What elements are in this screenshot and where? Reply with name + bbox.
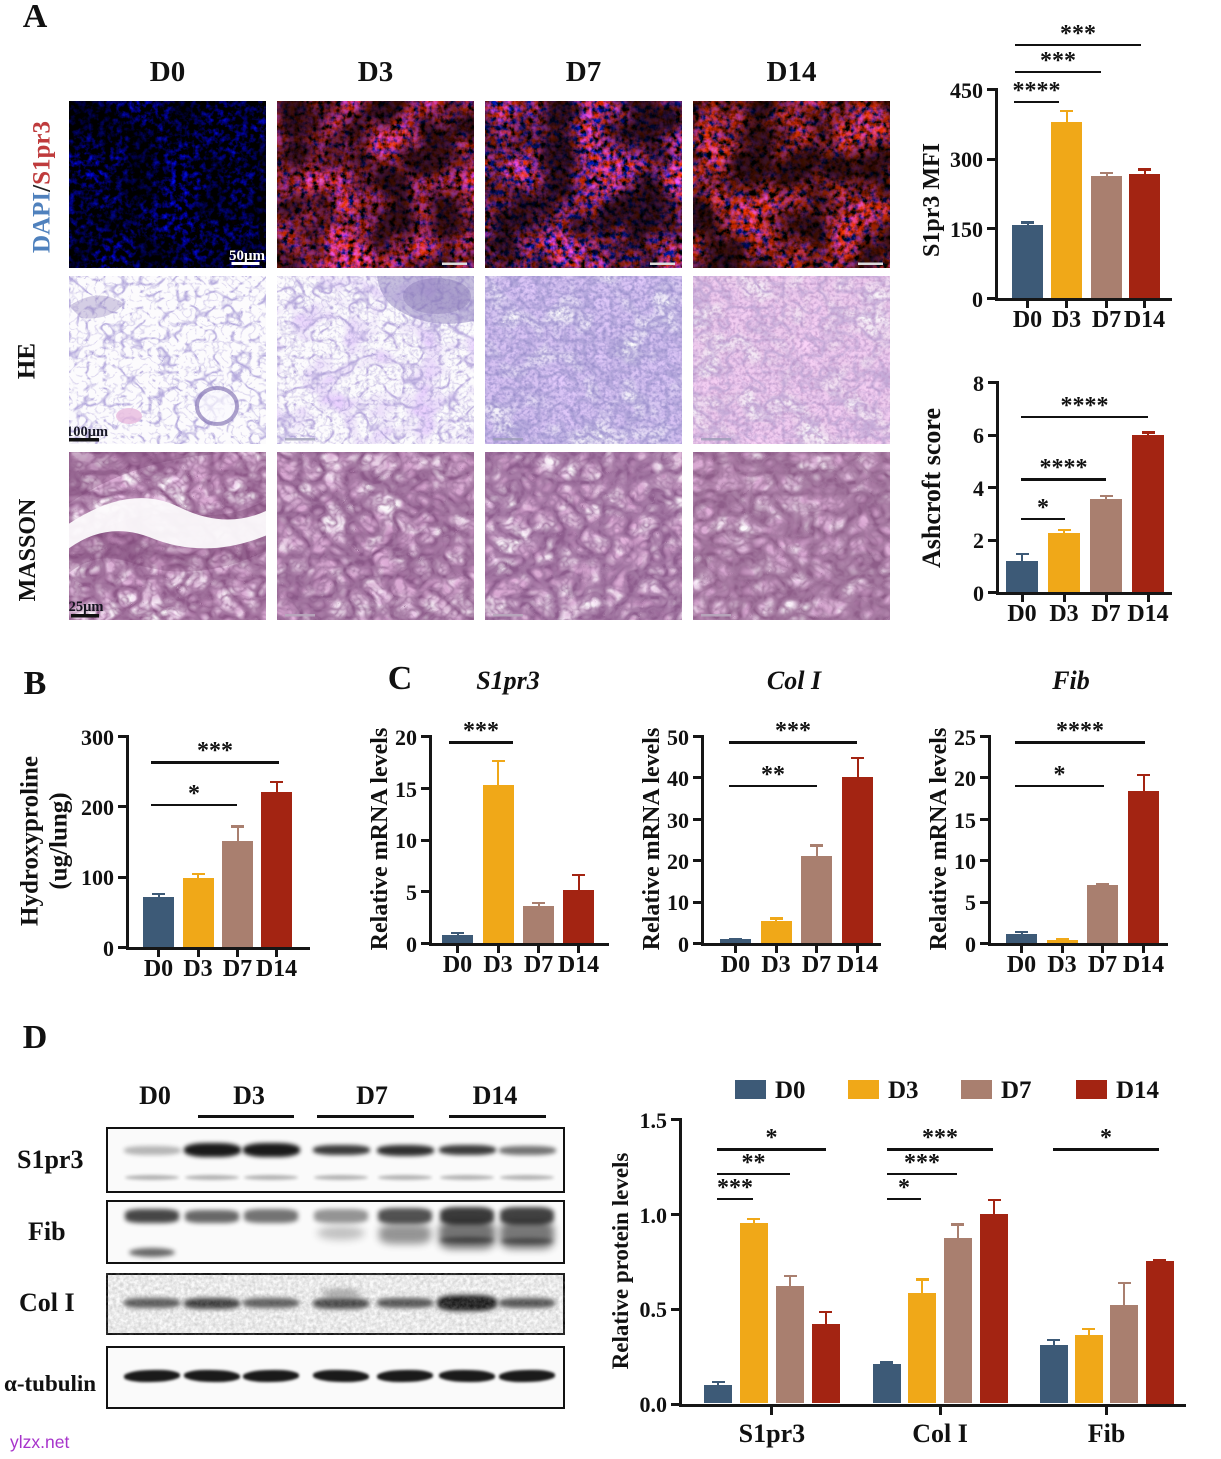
svg-text:100μm: 100μm bbox=[69, 424, 108, 440]
svg-text:25μm: 25μm bbox=[69, 599, 103, 615]
svg-text:50μm: 50μm bbox=[229, 248, 266, 264]
